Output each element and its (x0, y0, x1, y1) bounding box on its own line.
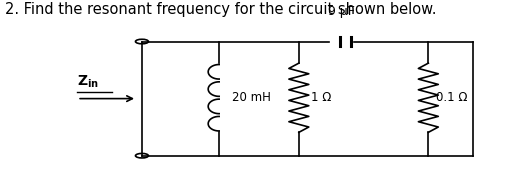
Text: 2. Find the resonant frequency for the circuit shown below.: 2. Find the resonant frequency for the c… (5, 2, 437, 17)
Text: 0.1 Ω: 0.1 Ω (436, 91, 467, 104)
Text: $\mathbf{Z_{in}}$: $\mathbf{Z_{in}}$ (77, 74, 99, 90)
Text: 1 Ω: 1 Ω (311, 91, 332, 104)
Text: 9 μF: 9 μF (328, 5, 355, 18)
Text: 20 mH: 20 mH (231, 91, 270, 104)
